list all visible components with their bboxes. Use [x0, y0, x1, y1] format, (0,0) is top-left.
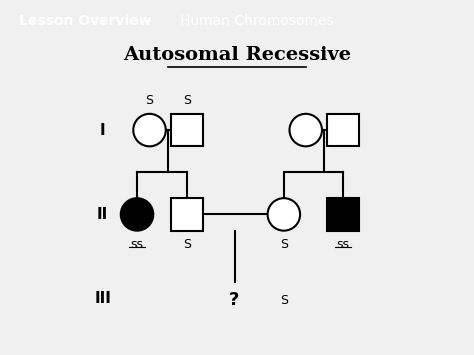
- Bar: [327, 198, 359, 231]
- Text: S: S: [183, 238, 191, 251]
- Text: ?: ?: [228, 291, 239, 309]
- Text: I: I: [100, 122, 106, 138]
- Bar: [327, 114, 359, 146]
- Text: S: S: [146, 94, 154, 106]
- Text: Lesson Overview: Lesson Overview: [19, 14, 152, 28]
- Bar: [171, 114, 203, 146]
- Text: S: S: [183, 94, 191, 106]
- Text: Autosomal Recessive: Autosomal Recessive: [123, 46, 351, 64]
- Circle shape: [133, 114, 166, 146]
- Circle shape: [268, 198, 300, 231]
- Text: ss: ss: [130, 238, 144, 251]
- Text: II: II: [97, 207, 108, 222]
- Text: ss: ss: [337, 238, 350, 251]
- Circle shape: [121, 198, 153, 231]
- Text: Human Chromosomes: Human Chromosomes: [180, 14, 334, 28]
- Circle shape: [290, 114, 322, 146]
- Text: S: S: [280, 294, 288, 307]
- Text: S: S: [280, 238, 288, 251]
- Bar: [171, 198, 203, 231]
- Text: III: III: [94, 291, 111, 306]
